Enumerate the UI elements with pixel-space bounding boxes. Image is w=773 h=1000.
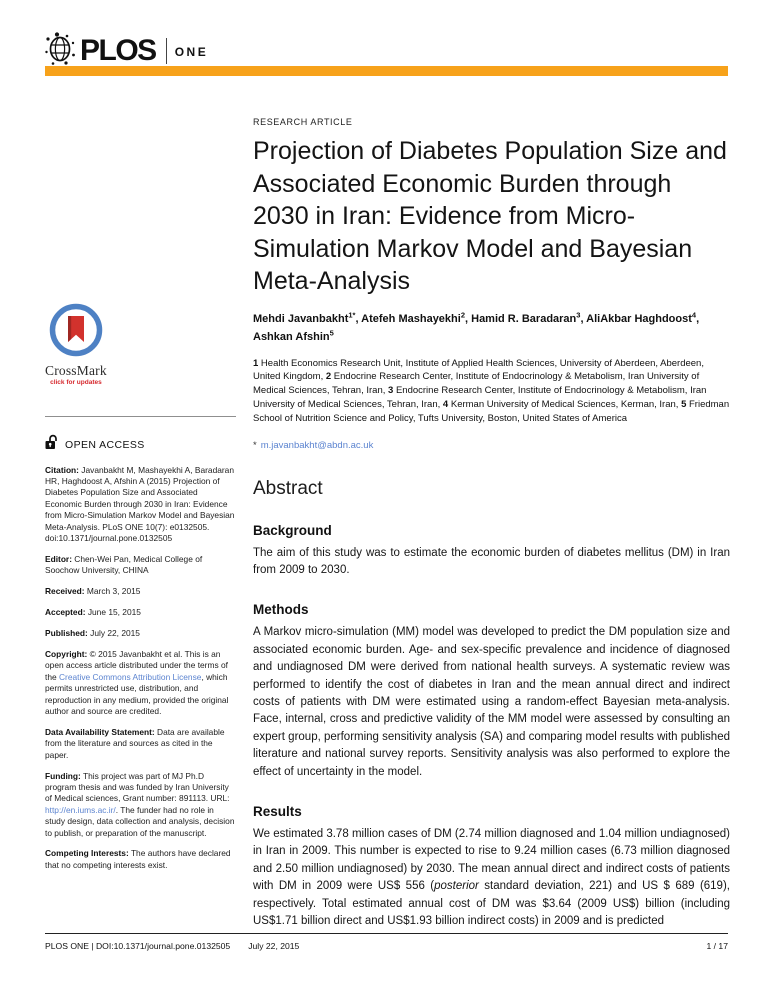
plos-logo: PLOS ONE (44, 30, 208, 71)
author: Mehdi Javanbakht1*, (253, 310, 362, 326)
author: Hamid R. Baradaran3, (471, 310, 587, 326)
copyright-text-before: © 2015 Javanbakht et al. This is an open… (45, 648, 228, 682)
correspondence-line: * m.javanbakht@abdn.ac.uk (253, 440, 730, 451)
published-date: July 22, 2015 (87, 627, 140, 638)
crossmark-icon (49, 303, 103, 357)
accepted-label: Accepted: (45, 607, 86, 618)
citation-block: Citation: Javanbakht M, Mashayekhi A, Ba… (45, 465, 236, 545)
affiliation: 2 Endocrine Research Center, Institute o… (253, 371, 700, 397)
sidebar: CrossMark click for updates OPEN ACCESS … (45, 303, 236, 871)
results-heading: Results (253, 803, 302, 819)
funding-label: Funding: (45, 770, 81, 781)
editor-block: Editor: Chen-Wei Pan, Medical College of… (45, 554, 236, 577)
data-availability-label: Data Availability Statement: (45, 726, 155, 737)
footer-journal-doi: PLOS ONE | DOI:10.1371/journal.pone.0132… (45, 941, 231, 951)
background-paragraph: The aim of this study was to estimate th… (253, 546, 730, 576)
citation-text: Javanbakht M, Mashayekhi A, Baradaran HR… (45, 464, 235, 543)
author: AliAkbar Haghdoost4, (586, 310, 700, 326)
author: Atefeh Mashayekhi2, (361, 310, 472, 326)
received-date: March 3, 2015 (84, 586, 141, 597)
cc-license-link[interactable]: Creative Commons Attribution License (58, 671, 202, 682)
methods-heading: Methods (253, 602, 309, 618)
plos-wordmark: PLOS (80, 33, 157, 67)
competing-interests-label: Competing Interests: (45, 848, 129, 859)
data-availability-block: Data Availability Statement: Data are av… (45, 727, 236, 761)
italic-term: posterior (434, 880, 479, 893)
copyright-label: Copyright: (45, 648, 88, 659)
footer-date: July 22, 2015 (248, 941, 300, 951)
accepted-date: June 15, 2015 (85, 607, 141, 618)
brand-accent-bar (45, 66, 728, 76)
editor-text: Chen-Wei Pan, Medical College of Soochow… (45, 553, 203, 576)
affiliation: 1 Health Economics Research Unit, Instit… (253, 357, 704, 383)
funding-text-before: This project was part of MJ Ph.D program… (45, 770, 230, 804)
affiliation: 4 Kerman University of Medical Sciences,… (442, 398, 682, 410)
article-body: RESEARCH ARTICLE Projection of Diabetes … (253, 117, 730, 930)
data-availability-text: Data are available from the literature a… (45, 726, 225, 760)
article-type-kicker: RESEARCH ARTICLE (253, 117, 353, 127)
editor-label: Editor: (45, 553, 72, 564)
open-access-label: OPEN ACCESS (65, 438, 145, 451)
article-title: Projection of Diabetes Population Size a… (253, 137, 727, 295)
open-access-row: OPEN ACCESS (45, 434, 236, 455)
funder-url-link[interactable]: http://en.iums.ac.ir/ (45, 804, 116, 815)
footer-left: PLOS ONE | DOI:10.1371/journal.pone.0132… (45, 941, 299, 951)
copyright-block: Copyright: © 2015 Javanbakht et al. This… (45, 649, 236, 717)
sidebar-divider (45, 416, 236, 417)
published-block: Published: July 22, 2015 (45, 628, 236, 639)
journal-name: ONE (174, 44, 209, 59)
published-label: Published: (45, 627, 88, 638)
results-paragraph: We estimated 3.78 million cases of DM (2… (253, 827, 730, 928)
accepted-block: Accepted: June 15, 2015 (45, 607, 236, 618)
citation-label: Citation: (45, 464, 79, 475)
plos-globe-icon (44, 30, 76, 71)
crossmark-badge[interactable]: CrossMark click for updates (45, 303, 107, 386)
methods-paragraph: A Markov micro-simulation (MM) model was… (253, 626, 730, 778)
affiliation: 3 Endocrine Research Center, Institute o… (253, 385, 707, 410)
page-footer: PLOS ONE | DOI:10.1371/journal.pone.0132… (45, 933, 728, 951)
author: Ashkan Afshin5 (253, 328, 334, 343)
footer-page-number: 1 / 17 (706, 941, 728, 951)
competing-interests-text: The authors have declared that no compet… (45, 848, 231, 870)
affiliation-list: 1 Health Economics Research Unit, Instit… (253, 357, 730, 426)
received-block: Received: March 3, 2015 (45, 586, 236, 597)
crossmark-subtitle: click for updates (50, 379, 102, 386)
logo-divider (165, 37, 167, 64)
crossmark-title: CrossMark (45, 363, 107, 378)
affiliation: 5 Friedman School of Nutrition Science a… (253, 398, 730, 424)
author-list: Mehdi Javanbakht1*, Atefeh Mashayekhi2, … (253, 311, 730, 346)
abstract-heading: Abstract (253, 477, 323, 499)
open-lock-icon (45, 434, 59, 455)
received-label: Received: (45, 586, 85, 597)
funding-text-after: . The funder had no role in study design… (45, 804, 235, 838)
competing-interests-block: Competing Interests: The authors have de… (45, 848, 236, 871)
correspondence-marker: * (253, 439, 257, 451)
funding-block: Funding: This project was part of MJ Ph.… (45, 771, 236, 839)
background-heading: Background (253, 522, 332, 538)
copyright-text-after: , which permits unrestricted use, distri… (45, 671, 229, 716)
correspondence-email-link[interactable]: m.javanbakht@abdn.ac.uk (260, 439, 374, 451)
